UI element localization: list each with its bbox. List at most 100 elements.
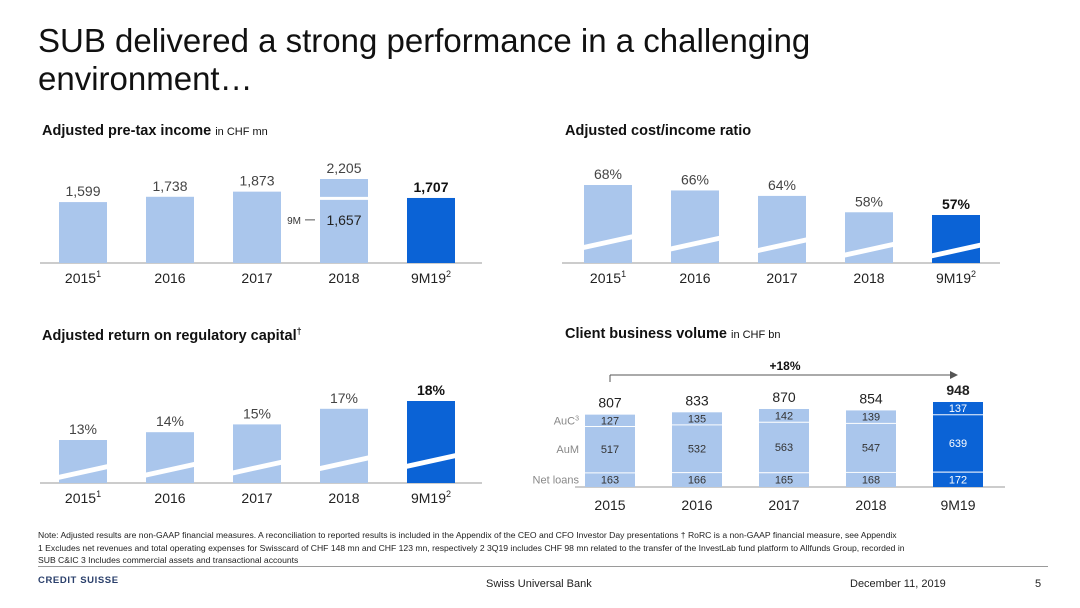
data-label: 57%: [942, 196, 971, 212]
axis-break-mark: [670, 235, 720, 252]
stacked-segment: [933, 402, 983, 415]
bar: [407, 401, 455, 483]
axis-break-mark: [844, 241, 894, 258]
bar: [59, 202, 107, 263]
segment-label: 127: [601, 415, 619, 427]
stacked-segment: [672, 472, 722, 487]
rorc-title-dagger: †: [296, 326, 302, 336]
category-label: 2017: [768, 497, 799, 513]
segment-label: 166: [688, 475, 706, 487]
data-label: 1,873: [239, 173, 274, 189]
stacked-segment: [933, 471, 983, 487]
rorc-chart: 13% 20151 14% 2016 15% 2017 17% 2018 18% 9M192: [40, 382, 482, 506]
cost-income-title-text: Adjusted cost/income ratio: [565, 123, 752, 139]
category-label: 2016: [154, 490, 185, 506]
bar: [320, 408, 368, 483]
category-label: 2018: [328, 270, 359, 286]
axis-break-mark: [757, 237, 807, 254]
panel-title-rorc: Adjusted return on regulatory capital†: [42, 326, 302, 344]
category-label: 9M19: [940, 497, 975, 513]
bar: [407, 197, 455, 263]
data-label: 1,599: [65, 183, 100, 199]
total-label: 807: [598, 395, 622, 411]
category-label: 2017: [241, 270, 272, 286]
axis-break-mark: [58, 463, 108, 480]
segment-label: 517: [601, 444, 619, 456]
page-title: SUB delivered a strong performance in a …: [38, 22, 811, 97]
total-label: 870: [772, 389, 796, 405]
pretax-title-text: Adjusted pre-tax income: [42, 123, 212, 139]
stacked-segment: [585, 414, 635, 427]
footnote-line: SUB C&IC 3 Includes commercial assets an…: [38, 555, 299, 565]
bar: [146, 196, 194, 263]
stacked-segment: [585, 426, 635, 473]
pretax-income-chart: 1,599 20151 1,738 2016 1,873 2017 2,205 2018 1,7…: [40, 160, 482, 286]
data-label: 66%: [681, 171, 709, 187]
stacked-segment: [846, 471, 896, 487]
category-label: 20151: [65, 489, 101, 506]
data-label: 1,738: [152, 178, 187, 194]
category-label: 2015: [594, 497, 625, 513]
stacked-segment: [672, 424, 722, 473]
segment-label: 639: [949, 438, 967, 450]
segment-label: 139: [862, 412, 880, 424]
segment-label: 142: [775, 410, 793, 422]
segment-label: 168: [862, 474, 880, 486]
segment-label: 172: [949, 474, 967, 486]
segment-label: 137: [949, 403, 967, 415]
category-label: 2018: [855, 497, 886, 513]
category-label: 9M192: [411, 269, 451, 286]
data-label: 2,205: [326, 160, 361, 176]
data-label: 17%: [330, 390, 358, 406]
axis-break-mark: [232, 459, 282, 476]
inner-marker-value: 1,657: [326, 212, 361, 228]
segment-label: 547: [862, 442, 880, 454]
total-label: 833: [685, 392, 709, 408]
bar: [758, 195, 806, 263]
category-label: 2018: [328, 490, 359, 506]
axis-break-mark: [931, 242, 981, 259]
footnote-line: Note: Adjusted results are non-GAAP fina…: [38, 530, 897, 540]
segment-label: 135: [688, 413, 706, 425]
category-label: 20151: [590, 269, 626, 286]
data-label: 14%: [156, 413, 184, 429]
category-label: 2017: [241, 490, 272, 506]
inner-marker-tag: 9M: [287, 216, 301, 227]
cost-income-chart: 68% 20151 66% 2016 64% 2017 58% 2018 57% 9M192: [562, 166, 1000, 286]
category-label: 2016: [679, 270, 710, 286]
footnote-line: 1 Excludes net revenues and total operat…: [38, 542, 905, 553]
axis-break-mark: [583, 234, 633, 251]
inner-marker-gap: [320, 196, 368, 200]
bar: [233, 424, 281, 483]
panel-title-client-volume: Client business volume in CHF bn: [565, 326, 781, 342]
category-label: 9M192: [936, 269, 976, 286]
segment-label: 163: [601, 475, 619, 487]
client-volume-title-text: Client business volume: [565, 326, 727, 342]
stacked-segment: [672, 412, 722, 425]
growth-label: +18%: [769, 359, 800, 373]
credit-suisse-logo: CREDIT SUISSE: [38, 575, 119, 586]
panel-title-cost-income: Adjusted cost/income ratio: [565, 123, 751, 139]
pretax-unit: in CHF mn: [215, 126, 268, 138]
category-label: 2016: [154, 270, 185, 286]
category-label: 2016: [681, 497, 712, 513]
stacked-segment: [759, 421, 809, 473]
series-label: AuM: [556, 444, 579, 456]
bar: [320, 179, 368, 263]
category-label: 2018: [853, 270, 884, 286]
axis-break-mark: [319, 455, 369, 472]
segment-label: 563: [775, 442, 793, 454]
data-label: 58%: [855, 193, 883, 209]
footer-division: Swiss Universal Bank: [486, 578, 592, 590]
series-label: AuC3: [554, 415, 579, 427]
axis-break-mark: [406, 453, 456, 470]
bar: [233, 191, 281, 263]
client-volume-unit: in CHF bn: [731, 329, 781, 341]
data-label: 64%: [768, 177, 796, 193]
stacked-segment: [585, 472, 635, 487]
stacked-segment: [846, 410, 896, 423]
bar: [671, 190, 719, 263]
footer-date: December 11, 2019: [850, 578, 946, 590]
total-label: 854: [859, 390, 883, 406]
axis-break-mark: [145, 461, 195, 478]
